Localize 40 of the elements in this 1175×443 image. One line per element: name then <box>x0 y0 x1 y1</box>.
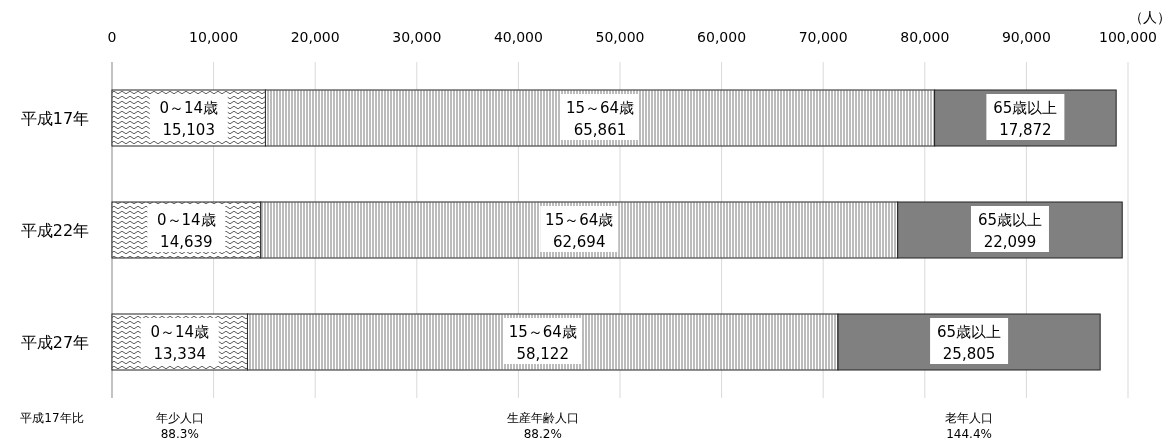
series-label: 65歳以上 <box>993 99 1058 117</box>
y-tick-label: 平成27年 <box>20 333 90 352</box>
data-label: 62,694 <box>552 233 606 251</box>
data-label: 58,122 <box>516 345 569 363</box>
text: 15～64歳 <box>545 211 614 229</box>
x-tick-label: 50,000 <box>595 29 645 45</box>
data-label: 15,103 <box>162 121 215 139</box>
text: 88.3% <box>160 427 199 441</box>
text: 65歳以上 <box>977 211 1043 229</box>
text: 老年人口 <box>945 411 994 425</box>
x-tick-label: 60,000 <box>697 29 747 45</box>
text: 年少人口 <box>155 411 204 425</box>
x-tick-label: 30,000 <box>392 29 442 45</box>
x-tick-label: 90,000 <box>1001 29 1051 45</box>
text: 144.4% <box>946 427 992 441</box>
data-label: 25,805 <box>942 345 996 363</box>
series-label: 0～14歳 <box>159 99 219 117</box>
x-tick-label: 40,000 <box>493 29 543 45</box>
text: 0～14歳 <box>157 211 216 229</box>
text: 0～14歳 <box>150 323 210 341</box>
text: 15～64歳 <box>508 323 577 341</box>
x-tick-label: 20,000 <box>290 29 340 45</box>
text: 65歳以上 <box>937 323 1002 341</box>
x-axis-title: （人） <box>1129 9 1171 25</box>
y-tick-label: 平成22年 <box>20 221 90 240</box>
x-tick-label: 0 <box>107 29 117 45</box>
data-label: 14,639 <box>160 233 213 251</box>
x-tick-label: 10,000 <box>189 29 239 45</box>
x-tick-label: 100,000 <box>1099 29 1157 45</box>
x-tick-label: 80,000 <box>900 29 950 45</box>
data-label: 13,334 <box>153 345 206 363</box>
text: 平成17年比 <box>20 411 84 425</box>
y-tick-label: 平成17年 <box>20 109 90 128</box>
text: 生産年齢人口 <box>506 411 579 425</box>
x-tick-label: 70,000 <box>798 29 848 45</box>
series-label: 15～64歳 <box>565 99 635 117</box>
data-label: 22,099 <box>983 233 1037 251</box>
text: 88.2% <box>523 427 562 441</box>
data-label: 65,861 <box>573 121 627 139</box>
data-label: 17,872 <box>999 121 1052 139</box>
